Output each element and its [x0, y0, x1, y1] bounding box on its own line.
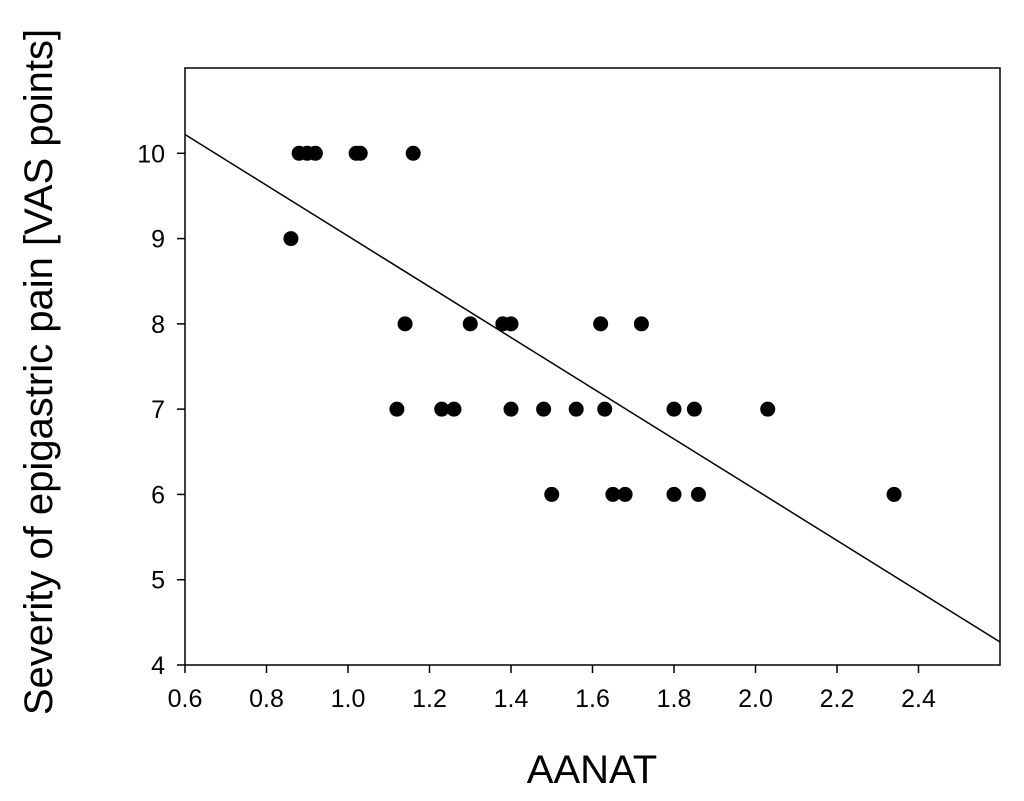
- data-point: [617, 486, 633, 502]
- x-tick-label: 1.4: [494, 685, 529, 713]
- x-tick-label: 0.6: [168, 685, 203, 713]
- data-point: [597, 401, 613, 417]
- data-point: [397, 316, 413, 332]
- data-point: [666, 401, 682, 417]
- y-tick-label: 10: [137, 140, 165, 168]
- x-tick-label: 2.4: [901, 685, 936, 713]
- data-point: [593, 316, 609, 332]
- data-point: [690, 486, 706, 502]
- data-point: [389, 401, 405, 417]
- y-axis-title: Severity of epigastric pain [VAS points]: [17, 29, 61, 715]
- x-tick-label: 1.0: [331, 685, 366, 713]
- y-tick-label: 7: [151, 396, 165, 424]
- x-tick-label: 1.2: [412, 685, 447, 713]
- data-points: [283, 145, 902, 502]
- y-tick-label: 4: [151, 652, 165, 680]
- x-axis-title: AANAT: [527, 748, 657, 792]
- data-point: [503, 316, 519, 332]
- data-point: [307, 145, 323, 161]
- data-point: [605, 486, 621, 502]
- data-point: [544, 486, 560, 502]
- data-point: [446, 401, 462, 417]
- y-axis-ticks: 4 5 6 7 8 9 10: [137, 140, 185, 680]
- regression-line: [184, 133, 1001, 643]
- data-point: [633, 316, 649, 332]
- y-tick-label: 9: [151, 226, 165, 254]
- data-point: [886, 486, 902, 502]
- y-tick-label: 6: [151, 481, 165, 509]
- x-tick-label: 0.8: [249, 685, 284, 713]
- x-axis-ticks: 0.6 0.8 1.0 1.2 1.4 1.6 1.8 2.0 2.2 2.4: [168, 665, 936, 713]
- data-point: [568, 401, 584, 417]
- data-point: [283, 231, 299, 247]
- data-point: [503, 401, 519, 417]
- y-tick-label: 5: [151, 567, 165, 595]
- y-tick-label: 8: [151, 311, 165, 339]
- x-tick-label: 2.0: [738, 685, 773, 713]
- data-point: [666, 486, 682, 502]
- data-point: [760, 401, 776, 417]
- data-point: [536, 401, 552, 417]
- regression-line-group: [184, 133, 1001, 643]
- x-tick-label: 2.2: [820, 685, 855, 713]
- x-tick-label: 1.6: [575, 685, 610, 713]
- data-point: [405, 145, 421, 161]
- data-point: [352, 145, 368, 161]
- data-point: [686, 401, 702, 417]
- data-point: [462, 316, 478, 332]
- x-tick-label: 1.8: [657, 685, 692, 713]
- data-point: [434, 401, 450, 417]
